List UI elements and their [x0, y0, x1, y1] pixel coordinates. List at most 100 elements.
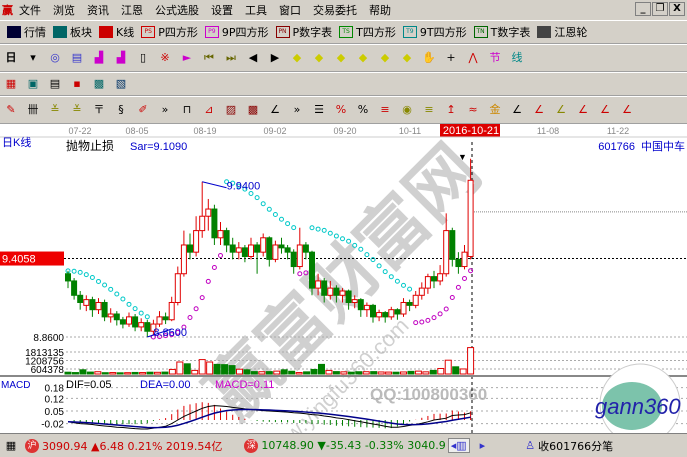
- measure-icon[interactable]: ✐: [138, 103, 148, 116]
- move-right-icon[interactable]: ◆: [314, 51, 324, 64]
- grid-square-icon[interactable]: ▩: [247, 103, 259, 116]
- sh-index[interactable]: 3090.94 ▲6.48 0.21% 2019.54亿: [42, 439, 223, 453]
- chevron-down-icon[interactable]: ▾: [30, 51, 36, 64]
- toolbar-button-0[interactable]: 行情: [7, 24, 46, 40]
- percent-lines-icon[interactable]: ≡: [380, 103, 390, 116]
- hand-icon[interactable]: ✋: [422, 51, 436, 64]
- menu-item-6[interactable]: 工具: [245, 4, 267, 17]
- more-icon[interactable]: »: [161, 103, 169, 116]
- percent-icon[interactable]: %: [357, 103, 369, 116]
- calculator-icon[interactable]: ▣: [27, 77, 39, 90]
- next-icon[interactable]: ▶: [270, 51, 280, 64]
- menu-item-7[interactable]: 窗口: [279, 4, 301, 17]
- volume-bar: [243, 369, 251, 375]
- period-select[interactable]: 日: [5, 51, 17, 64]
- document-icon[interactable]: ▤: [49, 77, 61, 90]
- chart-area[interactable]: 07-22 08-05 08-19 09-02 09-20 10-11 2016-10-21…: [0, 124, 687, 457]
- zoom-in-icon[interactable]: ◆: [380, 51, 390, 64]
- gann-fan2-icon[interactable]: ≚: [72, 103, 82, 116]
- save-icon[interactable]: ▪: [73, 77, 81, 90]
- line-tool-icon[interactable]: ⋀: [468, 51, 478, 64]
- square-icon[interactable]: ▨: [225, 103, 237, 116]
- gold-circle-icon[interactable]: ◉: [402, 103, 412, 116]
- dif-line: [67, 405, 471, 430]
- angle-icon[interactable]: ∠: [270, 103, 280, 116]
- menu-item-1[interactable]: 浏览: [53, 4, 75, 17]
- restore-button[interactable]: ❐: [652, 2, 668, 16]
- toolbar-button-1[interactable]: 板块: [53, 24, 92, 40]
- fork-icon[interactable]: 〒: [93, 103, 105, 116]
- blocks-icon: [53, 26, 67, 38]
- minimize-button[interactable]: _: [635, 2, 651, 16]
- first-icon[interactable]: ⏮: [204, 51, 214, 64]
- date-tick: 08-05: [125, 126, 148, 136]
- grid-lines-icon[interactable]: 卌: [27, 103, 39, 116]
- toolbar-button-3[interactable]: PS P四方形: [141, 24, 198, 40]
- fan-lines-icon[interactable]: ⊿: [204, 103, 214, 116]
- angle-f-icon[interactable]: ∠: [534, 103, 544, 116]
- volume-bar: [168, 368, 176, 375]
- menu-item-9[interactable]: 帮助: [369, 4, 391, 17]
- percent-line-icon[interactable]: %: [335, 103, 347, 116]
- network-icon[interactable]: ▩: [93, 77, 105, 90]
- crosshair-icon[interactable]: +: [446, 51, 456, 64]
- printer-icon[interactable]: ▧: [115, 77, 127, 90]
- candle: [315, 280, 322, 289]
- arrow-up-icon[interactable]: ↥: [446, 103, 456, 116]
- scroll-right-button[interactable]: ▸: [479, 439, 486, 452]
- tick-detail-link[interactable]: 收601766分笔: [538, 439, 614, 453]
- gold-lines-icon[interactable]: ≡: [424, 103, 434, 116]
- menu-item-5[interactable]: 设置: [211, 4, 233, 17]
- box-icon[interactable]: ⊓: [182, 103, 192, 116]
- section-icon[interactable]: 节: [489, 51, 501, 64]
- sar-dot: [157, 334, 162, 340]
- toolbar-button-5[interactable]: PN P数字表: [275, 24, 332, 40]
- calendar-icon[interactable]: ▦: [5, 77, 17, 90]
- scroll-left-button[interactable]: ◂▥: [447, 438, 470, 453]
- last-icon[interactable]: ⏭: [226, 51, 236, 64]
- shrink-icon[interactable]: ◆: [358, 51, 368, 64]
- zoom-out-icon[interactable]: ◆: [402, 51, 412, 64]
- volume-bar: [414, 370, 422, 375]
- spiral-icon[interactable]: §: [118, 103, 124, 116]
- menu-item-3[interactable]: 江恩: [121, 4, 143, 17]
- pen-icon[interactable]: ✎: [6, 103, 16, 116]
- menu-item-0[interactable]: 文件: [19, 4, 41, 17]
- ruler-icon[interactable]: ☰: [314, 103, 324, 116]
- close-button[interactable]: X: [669, 2, 685, 16]
- gold-icon[interactable]: 金: [489, 103, 501, 116]
- angle-j-icon[interactable]: ∠: [512, 103, 522, 116]
- toolbar-button-4[interactable]: P9 9P四方形: [204, 24, 269, 40]
- wave-icon[interactable]: ≈: [468, 103, 478, 116]
- candle: [95, 301, 102, 311]
- chart-type-icon[interactable]: ◎: [50, 51, 60, 64]
- toolbar-button-9[interactable]: 江恩轮: [537, 24, 587, 40]
- bars3-icon[interactable]: ▟: [94, 51, 104, 64]
- candle: [424, 276, 431, 289]
- gann-fan-icon[interactable]: ≚: [50, 103, 60, 116]
- sz-index[interactable]: 10748.90 ▼-35.43 -0.33% 3040.9: [261, 439, 446, 452]
- angle-win-icon[interactable]: ∠: [600, 103, 610, 116]
- more2-icon[interactable]: »: [293, 103, 301, 116]
- expand-icon[interactable]: ◆: [336, 51, 346, 64]
- redraw-icon[interactable]: ※: [160, 51, 170, 64]
- notes-icon[interactable]: ▤: [71, 51, 83, 64]
- flag-icon[interactable]: ►: [182, 51, 192, 64]
- bars9-icon[interactable]: ▟: [116, 51, 126, 64]
- quote-grid-icon[interactable]: ▦: [5, 438, 17, 452]
- toolbar-button-8[interactable]: TN T数字表: [473, 24, 530, 40]
- toolbar-button-2[interactable]: K线: [99, 24, 134, 40]
- prev-icon[interactable]: ◀: [248, 51, 258, 64]
- menu-item-8[interactable]: 交易委托: [313, 4, 357, 17]
- toolbar-button-7[interactable]: T9 9T四方形: [402, 24, 467, 40]
- menu-item-4[interactable]: 公式选股: [155, 4, 199, 17]
- toolbar-button-6[interactable]: TS T四方形: [339, 24, 396, 40]
- angle-gold-icon[interactable]: ∠: [556, 103, 566, 116]
- volume-bar: [370, 371, 378, 375]
- menu-item-2[interactable]: 资讯: [87, 4, 109, 17]
- move-left-icon[interactable]: ◆: [292, 51, 302, 64]
- angle-four-icon[interactable]: ∠: [622, 103, 632, 116]
- lines-icon[interactable]: 线: [511, 51, 523, 64]
- candle-icon[interactable]: ▯: [139, 51, 147, 64]
- angle-god-icon[interactable]: ∠: [578, 103, 588, 116]
